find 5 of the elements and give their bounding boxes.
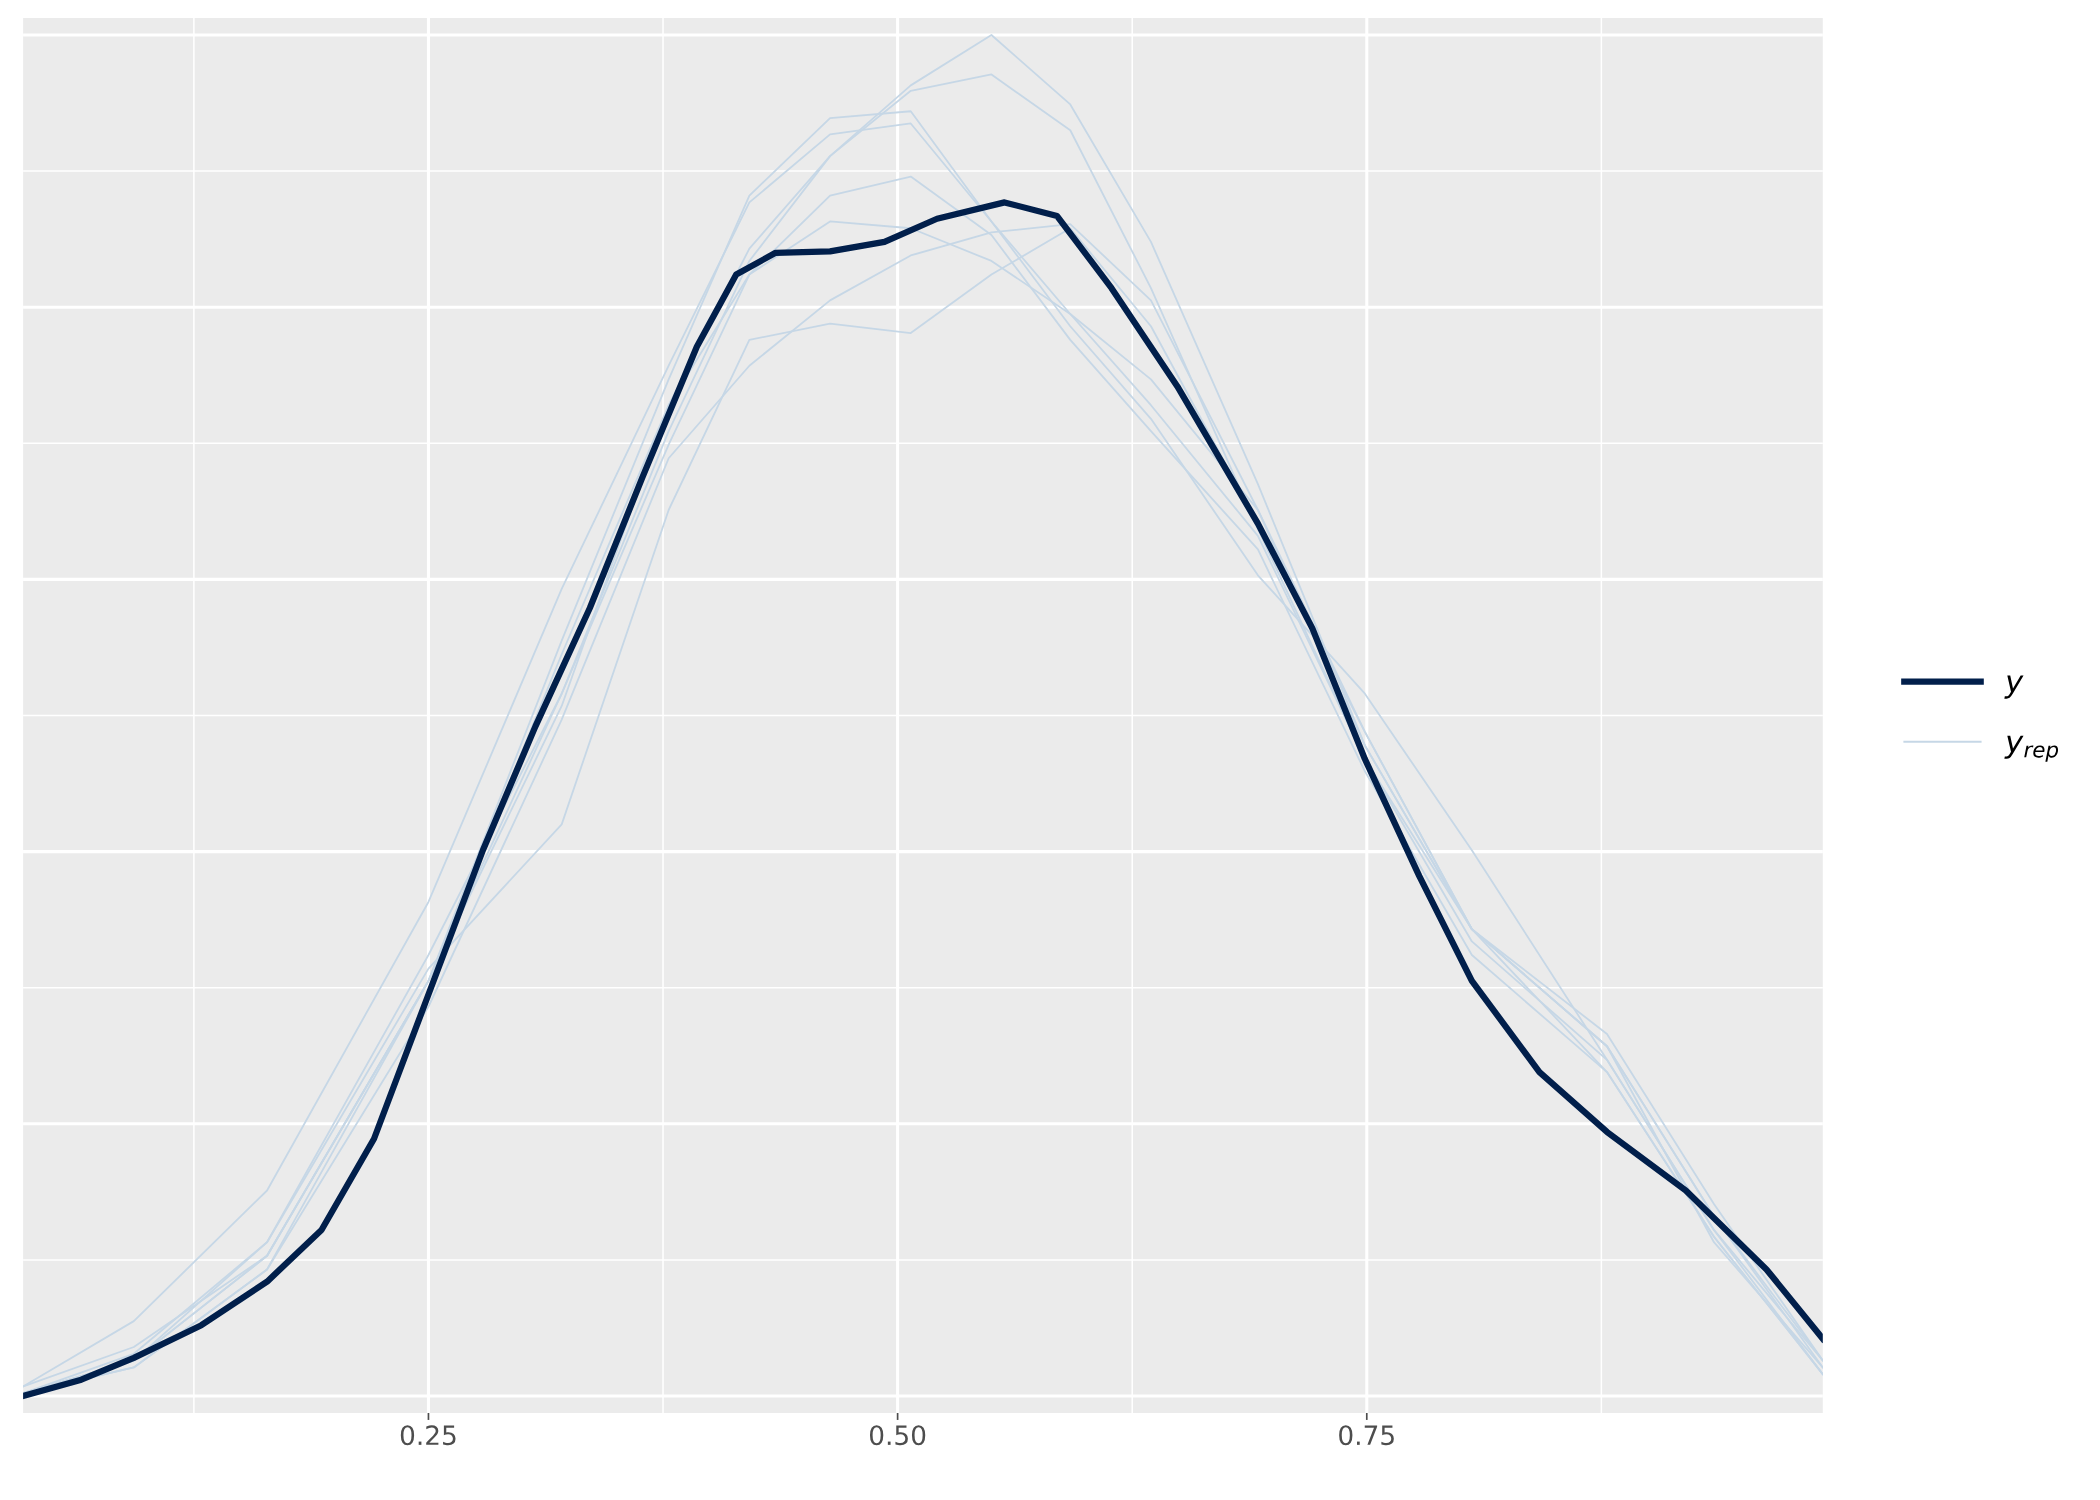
x-tick-label: 0.75 [1339, 1425, 1394, 1446]
x-tick-label: 0.50 [869, 1425, 926, 1446]
legend-label: y [2004, 675, 2024, 699]
legend-label: y$_{rep}$ [2004, 735, 2059, 762]
x-tick-label: 0.25 [400, 1425, 456, 1446]
